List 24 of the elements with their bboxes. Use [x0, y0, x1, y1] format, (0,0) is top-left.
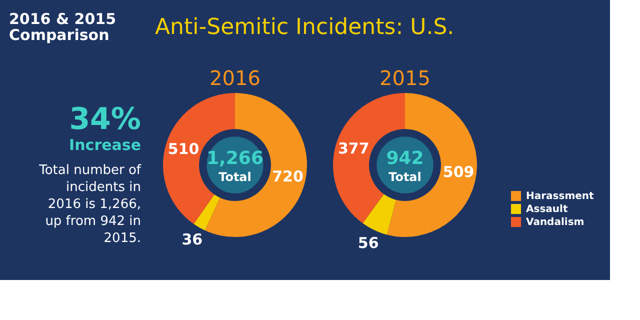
chart-title: 2015: [380, 66, 430, 90]
legend-label: Harassment: [526, 191, 594, 202]
text: Total: [388, 170, 422, 184]
text: Total number of incidents in 2016 is 1,266, up from 942 in 2015.: [38, 163, 142, 246]
data-label: 510: [168, 140, 200, 158]
text: 34%: [69, 102, 141, 137]
text: 1,266: [206, 148, 264, 169]
donut-slice: [204, 93, 307, 237]
data-label: 36: [182, 230, 203, 249]
text: Increase: [69, 136, 141, 154]
data-label: 720: [272, 168, 304, 186]
legend-label: Assault: [526, 204, 568, 215]
donut-slice: [386, 93, 477, 237]
text: 942: [386, 148, 424, 169]
chart-title: 2016: [210, 66, 260, 90]
text: Total: [218, 170, 252, 184]
text: 2016 & 2015 Comparison: [9, 10, 116, 44]
legend-label: Vandalism: [526, 217, 584, 228]
data-label: 56: [358, 234, 379, 252]
text: Anti-Semitic Incidents: U.S.: [155, 15, 454, 40]
data-label: 509: [442, 162, 474, 181]
donut-slice: [194, 194, 220, 230]
data-label: 377: [338, 139, 370, 158]
donut-slice: [362, 194, 396, 235]
